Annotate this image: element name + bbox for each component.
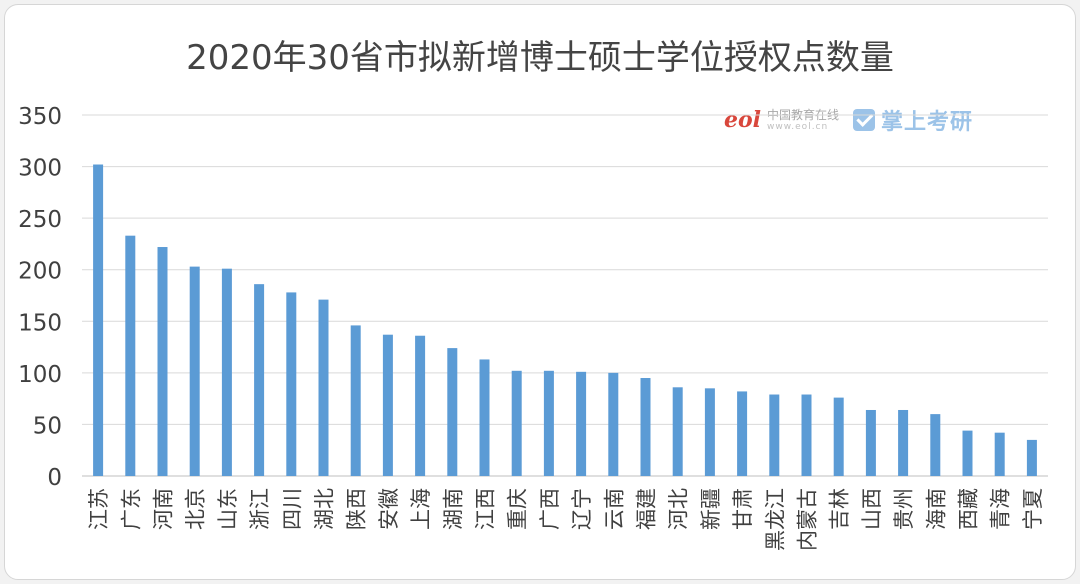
category-label: 吉林	[828, 488, 852, 530]
bar	[737, 391, 748, 476]
category-label: 浙江	[248, 488, 272, 530]
category-label: 湖北	[313, 488, 337, 530]
bar	[511, 370, 522, 476]
bar	[157, 247, 168, 476]
y-tick-label: 200	[18, 259, 62, 285]
y-tick-label: 250	[18, 207, 62, 233]
bar	[479, 359, 490, 476]
bar	[801, 394, 812, 476]
category-label: 安徽	[377, 488, 401, 530]
y-tick-label: 150	[18, 310, 62, 336]
category-label: 宁夏	[1021, 488, 1045, 530]
bar	[865, 409, 876, 476]
category-label: 福建	[635, 488, 659, 530]
category-label: 贵州	[892, 488, 916, 530]
bar	[254, 284, 265, 476]
category-label: 山东	[216, 488, 240, 530]
bar	[769, 394, 780, 476]
category-label: 黑龙江	[763, 488, 787, 551]
bar	[672, 387, 683, 476]
y-tick-label: 100	[18, 362, 62, 388]
bar	[576, 371, 587, 476]
category-label: 江西	[474, 488, 498, 530]
bar	[704, 388, 715, 476]
category-label: 河南	[152, 488, 176, 530]
bar	[447, 348, 458, 476]
bar	[189, 266, 200, 476]
bar	[608, 372, 619, 476]
bar	[93, 164, 104, 476]
category-label: 上海	[409, 488, 433, 530]
chart-title: 2020年30省市拟新增博士硕士学位授权点数量	[186, 38, 894, 78]
category-label: 湖南	[441, 488, 465, 530]
bar	[125, 235, 136, 476]
bar	[898, 409, 909, 476]
bar	[833, 397, 844, 476]
y-tick-label: 50	[33, 413, 62, 439]
category-label: 四川	[280, 488, 304, 530]
category-label: 广西	[538, 488, 562, 530]
category-label: 重庆	[506, 488, 530, 530]
category-label: 青海	[989, 488, 1013, 530]
category-label: 江苏	[87, 488, 111, 530]
y-tick-label: 300	[18, 156, 62, 182]
bar	[318, 299, 329, 476]
y-tick-label: 0	[47, 465, 62, 491]
category-label: 内蒙古	[796, 488, 820, 551]
category-label: 河北	[667, 488, 691, 530]
category-label: 云南	[602, 488, 626, 530]
category-label: 甘肃	[731, 488, 755, 530]
eol-logo: eol	[724, 107, 762, 133]
bar	[543, 370, 554, 476]
category-label: 广东	[119, 488, 143, 530]
bar	[382, 334, 393, 476]
bar	[962, 430, 973, 476]
category-label: 辽宁	[570, 488, 594, 530]
chart-frame	[4, 4, 1076, 580]
category-label: 西藏	[957, 488, 981, 530]
category-label: 海南	[924, 488, 948, 530]
bar	[930, 414, 941, 476]
app-name: 掌上考研	[881, 110, 974, 135]
bar	[350, 325, 361, 476]
category-label: 陕西	[345, 488, 369, 530]
bar	[415, 335, 426, 476]
bar	[640, 378, 651, 476]
bar	[286, 292, 297, 476]
y-tick-label: 350	[18, 104, 62, 130]
eol-url: www.eol.cn	[767, 121, 829, 132]
bar	[221, 268, 232, 476]
category-label: 山西	[860, 488, 884, 530]
category-label: 北京	[184, 488, 208, 530]
bar	[1026, 439, 1037, 476]
category-label: 新疆	[699, 488, 723, 530]
bar	[994, 432, 1005, 476]
